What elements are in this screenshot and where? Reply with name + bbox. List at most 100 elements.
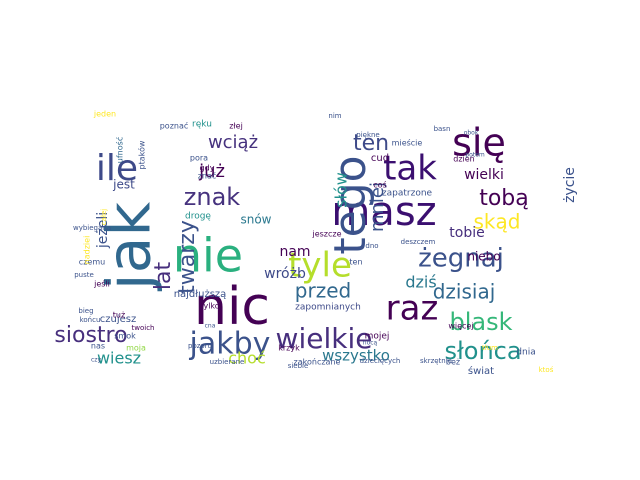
cloud-word: choć — [228, 349, 266, 368]
cloud-word: mniej — [367, 182, 388, 232]
cloud-word: wielkie — [276, 322, 373, 355]
cloud-word: skąd — [474, 210, 521, 234]
cloud-word: wciąż — [208, 132, 258, 153]
cloud-word: słońca — [444, 337, 521, 365]
cloud-word: raz — [386, 289, 439, 329]
cloud-word: tłum — [482, 344, 498, 352]
cloud-word: jeśli — [93, 279, 110, 289]
cloud-word: nas — [91, 342, 105, 351]
cloud-word: zapomnianych — [295, 303, 361, 313]
cloud-word: lat — [151, 262, 176, 291]
cloud-word: zakończane — [294, 358, 341, 367]
cloud-word: słów — [332, 172, 351, 208]
cloud-word: masz — [331, 189, 436, 235]
cloud-word: coś — [373, 180, 386, 190]
cloud-word: wielki — [464, 167, 504, 183]
cloud-word: czy — [91, 357, 101, 364]
cloud-word: snów — [240, 213, 271, 227]
cloud-word: piękne — [356, 131, 380, 139]
cloud-word: bieg — [78, 307, 93, 315]
cloud-word: dno — [365, 242, 378, 250]
cloud-word: znak — [184, 183, 241, 211]
cloud-word: przed — [295, 279, 351, 303]
cloud-word: jak — [95, 202, 165, 292]
cloud-word: wszystko — [322, 347, 390, 365]
cloud-word: nadziei — [83, 236, 92, 265]
cloud-word: jeżeli — [95, 212, 111, 249]
cloud-word: tylko — [200, 302, 219, 311]
cloud-word: skrzętnie — [420, 357, 452, 365]
cloud-word: ptaków — [137, 140, 147, 169]
cloud-word: ile — [96, 148, 138, 189]
cloud-word: moja — [126, 344, 146, 353]
cloud-word: krzyk — [278, 344, 300, 353]
cloud-word: nam — [279, 244, 310, 260]
cloud-word: żegnaj — [418, 244, 504, 274]
cloud-word: siostro — [54, 323, 127, 348]
cloud-word: wróżb — [264, 266, 306, 282]
cloud-word: całej — [100, 209, 108, 225]
cloud-word: twoich — [132, 324, 155, 332]
cloud-word: ktoś — [539, 366, 554, 374]
cloud-word: gdy — [200, 164, 215, 173]
cloud-word: basn — [434, 125, 451, 133]
cloud-word: ufność — [115, 137, 125, 163]
cloud-word: dzisiaj — [433, 280, 496, 304]
cloud-word: końcu — [80, 316, 101, 324]
cloud-word: mojej — [365, 332, 390, 342]
cloud-word: nocą — [363, 340, 378, 347]
cloud-word: mieście — [392, 138, 423, 148]
cloud-word: ten — [353, 131, 389, 156]
cloud-word: wiesz — [97, 349, 141, 368]
cloud-word: puste — [74, 271, 94, 279]
cloud-word: pora — [190, 154, 208, 163]
cloud-word: cna — [205, 323, 216, 330]
cloud-word: deszczem — [401, 238, 436, 246]
cloud-word: więcej — [448, 322, 473, 331]
cloud-word: tak — [383, 149, 437, 189]
cloud-word: życie — [562, 167, 578, 203]
cloud-word: dzień — [453, 155, 475, 164]
cloud-word: poznać — [160, 121, 189, 131]
cloud-word: niebo — [467, 250, 500, 264]
cloud-word: tego — [325, 155, 376, 254]
cloud-word: się — [452, 121, 506, 165]
cloud-word: już — [198, 161, 225, 182]
cloud-word: czemu — [79, 258, 105, 267]
cloud-word: obok — [464, 130, 479, 137]
cloud-word: znać — [198, 171, 217, 181]
cloud-word: zapatrzone — [382, 189, 433, 199]
cloud-word: siebie — [288, 362, 309, 370]
cloud-word: beż — [446, 358, 460, 367]
cloud-word: dnia — [516, 348, 535, 358]
cloud-word: drogę — [185, 212, 211, 222]
cloud-word: nie — [173, 229, 243, 283]
cloud-word: cud — [371, 153, 389, 164]
cloud-word: czujesz — [100, 314, 136, 325]
cloud-word: tuż — [113, 311, 125, 320]
cloud-word: jeden — [93, 110, 116, 119]
cloud-word: nic — [194, 277, 270, 337]
cloud-word: pozoru — [188, 342, 212, 350]
cloud-word: najdłuższą — [174, 289, 227, 300]
cloud-word: nim — [328, 112, 341, 120]
cloud-word: wybiegana — [73, 224, 111, 232]
cloud-word: uzbierane — [210, 358, 245, 366]
cloud-word: tobą — [479, 186, 529, 211]
cloud-word: ręku — [192, 120, 212, 130]
cloud-word: potem — [465, 152, 485, 159]
cloud-word: smok — [114, 332, 136, 341]
cloud-word: tobie — [449, 225, 484, 241]
cloud-word: dziecięcych — [360, 357, 401, 365]
cloud-word: złej — [229, 122, 243, 131]
cloud-word: dziś — [405, 273, 436, 292]
cloud-word: twarzy — [175, 220, 200, 294]
cloud-word: jeszcze — [311, 230, 341, 239]
cloud-word: blask — [449, 308, 512, 336]
cloud-word: świat — [468, 365, 494, 377]
cloud-word: ten — [349, 258, 362, 267]
cloud-word: tyle — [288, 246, 352, 286]
cloud-word: jakby — [189, 327, 271, 362]
cloud-word: jest — [112, 178, 135, 192]
